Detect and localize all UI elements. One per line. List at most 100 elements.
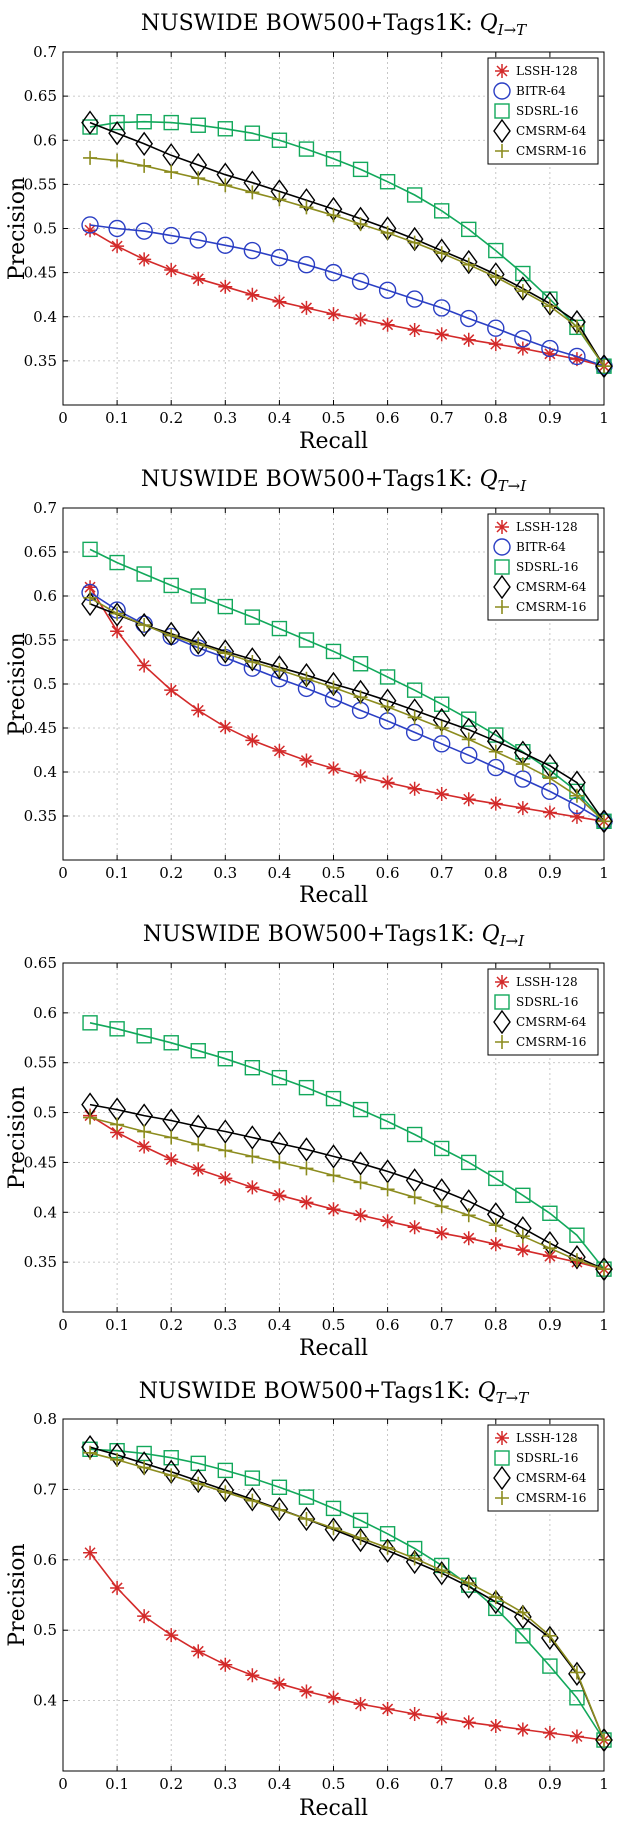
data-point-cmsrm-16	[597, 814, 611, 829]
legend-item-cmsrm-16: CMSRM-16	[495, 1491, 586, 1505]
y-axis-label: Precision	[5, 177, 30, 280]
legend-marker-sdsrl-16	[494, 559, 510, 575]
data-point-sdsrl-16	[217, 1051, 234, 1067]
series-lssh-128	[83, 223, 611, 374]
chart-title-subscript: T→I	[498, 477, 528, 495]
data-point-sdsrl-16	[406, 187, 423, 203]
data-point-cmsrm-16	[191, 637, 206, 652]
legend-marker-cmsrm-64	[493, 574, 511, 600]
x-tick-label: 0.5	[322, 1775, 346, 1793]
data-point-cmsrm-16	[597, 1733, 611, 1748]
chart-title-math: Q	[480, 11, 498, 36]
chart-title: NUSWIDE BOW500+Tags1K: QI→I	[143, 922, 525, 950]
data-point-cmsrm-16	[83, 1110, 98, 1125]
series-cmsrm-64	[81, 110, 613, 379]
y-tick-label: 0.6	[33, 1551, 57, 1569]
x-axis-label: Recall	[299, 1796, 368, 1821]
data-point-cmsrm-64	[351, 1151, 370, 1176]
data-point-cmsrm-16	[353, 690, 368, 705]
y-tick-label: 0.4	[33, 763, 57, 781]
data-point-lssh-128	[461, 332, 476, 347]
data-point-cmsrm-64	[595, 809, 613, 834]
x-tick-label: 0.2	[159, 1775, 183, 1793]
y-tick-label: 0.45	[24, 264, 57, 282]
y-tick-label: 0.4	[33, 308, 57, 326]
data-point-cmsrm-16	[488, 1218, 503, 1233]
x-tick-label: 0.5	[322, 1316, 346, 1334]
data-point-sdsrl-16	[325, 1090, 342, 1107]
legend: LSSH-128 BITR-64 SDSRL-16 CMSRM-64 CMSRM-16	[487, 513, 599, 621]
data-point-bitr-64	[378, 281, 397, 299]
data-point-sdsrl-16	[461, 221, 477, 238]
legend-marker-cmsrm-16	[495, 1491, 509, 1505]
x-tick-label: 0.2	[159, 1316, 183, 1334]
data-point-bitr-64	[514, 330, 532, 348]
data-point-sdsrl-16	[325, 151, 342, 167]
data-point-cmsrm-64	[243, 1487, 262, 1512]
chart-panel-1: NUSWIDE BOW500+Tags1K: QI→T 0 0.1 0.2 0.3 0.4…	[5, 11, 613, 454]
data-point-lssh-128	[245, 1180, 260, 1195]
series-bitr-64	[81, 583, 613, 830]
x-tick-label: 0.3	[213, 864, 237, 882]
y-tick-label: 0.6	[33, 131, 57, 149]
x-tick-label: 0.7	[430, 409, 454, 427]
series-line-cmsrm-64	[89, 121, 605, 367]
data-point-bitr-64	[81, 216, 99, 234]
data-point-cmsrm-64	[568, 1661, 586, 1687]
legend-label: LSSH-128	[516, 1431, 578, 1445]
data-point-sdsrl-16	[190, 588, 206, 604]
data-point-bitr-64	[541, 339, 559, 358]
x-tick-label: 0.3	[213, 409, 237, 427]
x-tick-label: 0.9	[538, 864, 562, 882]
legend-box	[487, 968, 599, 1056]
data-point-lssh-128	[218, 1171, 233, 1186]
x-tick-label: 0.7	[430, 864, 454, 882]
data-point-cmsrm-16	[515, 757, 530, 772]
data-point-sdsrl-16	[190, 117, 206, 133]
data-point-sdsrl-16	[271, 620, 288, 637]
data-point-lssh-128	[326, 1690, 341, 1705]
data-point-lssh-128	[434, 1226, 449, 1241]
legend-item-lssh-128: LSSH-128	[495, 1431, 578, 1445]
data-point-lssh-128	[299, 753, 314, 768]
data-point-cmsrm-16	[245, 1149, 260, 1164]
data-point-sdsrl-16	[271, 1069, 288, 1086]
x-tick-label: 0.6	[376, 1316, 400, 1334]
chart-title-text: NUSWIDE BOW500+Tags1K:	[143, 922, 482, 947]
data-point-cmsrm-16	[515, 1605, 530, 1620]
y-tick-label: 0.6	[33, 587, 57, 605]
data-point-sdsrl-16	[298, 141, 315, 157]
legend-marker-lssh-128	[495, 975, 509, 989]
data-point-cmsrm-16	[299, 1161, 314, 1176]
y-tick-label: 0.4	[33, 1692, 57, 1710]
legend-marker-cmsrm-64	[493, 1465, 511, 1491]
series-lssh-128	[83, 1108, 611, 1277]
data-point-lssh-128	[245, 733, 260, 748]
data-point-sdsrl-16	[352, 1512, 369, 1529]
data-point-bitr-64	[460, 746, 478, 764]
data-point-bitr-64	[433, 299, 451, 317]
y-tick-label: 0.55	[24, 175, 57, 193]
data-point-sdsrl-16	[488, 1170, 504, 1187]
x-tick-label: 0.6	[376, 1775, 400, 1793]
data-point-cmsrm-64	[595, 1727, 613, 1753]
data-point-sdsrl-16	[163, 1450, 179, 1466]
data-point-sdsrl-16	[515, 1187, 531, 1204]
x-tick-label: 0.8	[484, 864, 508, 882]
legend-item-sdsrl-16: SDSRL-16	[494, 1450, 578, 1466]
legend-label: CMSRM-16	[516, 600, 586, 614]
data-point-lssh-128	[191, 1644, 206, 1659]
chart-panel-2: NUSWIDE BOW500+Tags1K: QT→I 0 0.1 0.2 0.3 0.4…	[5, 467, 613, 908]
data-point-cmsrm-16	[164, 1468, 179, 1483]
legend-marker-cmsrm-16	[495, 144, 509, 158]
data-point-cmsrm-16	[461, 732, 476, 747]
legend-marker-cmsrm-64	[493, 1009, 511, 1035]
legend-label: CMSRM-16	[516, 1035, 586, 1049]
data-point-cmsrm-64	[432, 1560, 451, 1586]
data-point-lssh-128	[488, 1237, 503, 1252]
data-point-sdsrl-16	[325, 643, 342, 660]
x-tick-label: 0.1	[105, 1775, 129, 1793]
data-point-cmsrm-16	[597, 359, 611, 374]
data-point-lssh-128	[245, 287, 260, 302]
